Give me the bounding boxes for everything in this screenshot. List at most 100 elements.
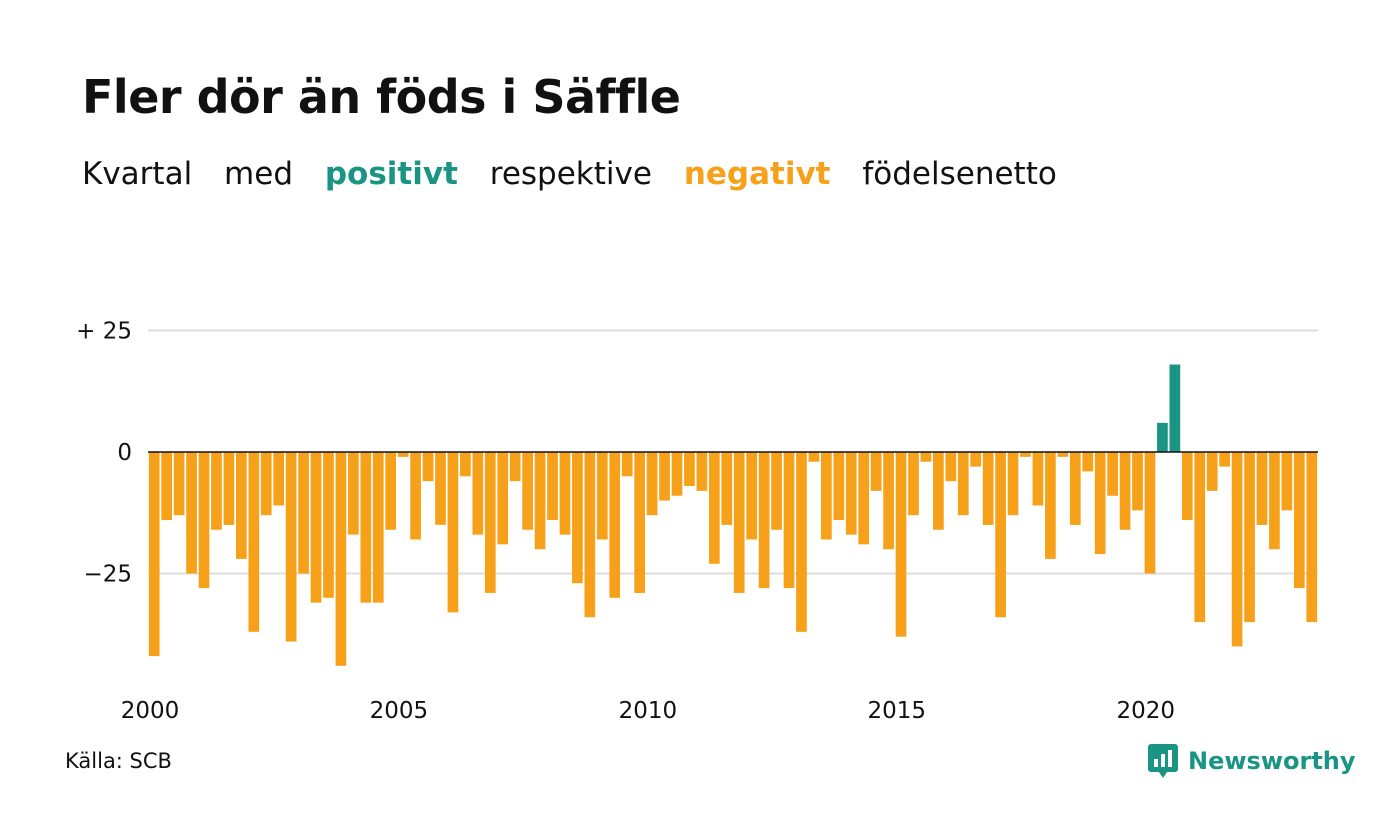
- bar: [957, 452, 969, 516]
- bar: [447, 452, 459, 613]
- x-tick-label: 2005: [370, 698, 429, 724]
- bar: [995, 452, 1006, 618]
- bar: [385, 452, 397, 530]
- bar: [1269, 452, 1280, 550]
- bar: [783, 452, 795, 589]
- bar: [646, 452, 658, 516]
- bar: [1293, 452, 1305, 589]
- subtitle-word: Kvartal: [82, 156, 193, 192]
- bar: [970, 452, 982, 467]
- bar: [895, 452, 907, 637]
- bar: [497, 452, 509, 545]
- bar: [522, 452, 533, 530]
- chart-title: Fler dör än föds i Säffle: [82, 70, 681, 124]
- bar: [833, 452, 845, 521]
- bar: [1194, 452, 1206, 623]
- subtitle-word: med: [224, 156, 293, 192]
- bar: [323, 452, 334, 598]
- bar: [746, 452, 758, 540]
- bar: [945, 452, 957, 482]
- bar: [771, 452, 782, 530]
- bar: [883, 452, 894, 550]
- x-tick-label: 2010: [619, 698, 678, 724]
- bar: [572, 452, 583, 584]
- bar: [621, 452, 633, 477]
- bar: [845, 452, 857, 535]
- bar: [908, 452, 919, 516]
- bar: [1256, 452, 1268, 525]
- bar: [1020, 452, 1031, 457]
- bar: [796, 452, 807, 632]
- x-tick-label: 2020: [1116, 698, 1175, 724]
- bar: [1231, 452, 1243, 647]
- bar: [684, 452, 695, 487]
- bar: [173, 452, 185, 516]
- bar: [671, 452, 683, 496]
- bar: [1281, 452, 1293, 511]
- bar: [596, 452, 608, 540]
- bar: [821, 452, 832, 540]
- negative-legend-word: negativt: [683, 156, 831, 192]
- bar: [1132, 452, 1143, 511]
- source-note: Källa: SCB: [65, 749, 172, 773]
- bar: [161, 452, 173, 521]
- bar: [310, 452, 322, 603]
- bar: [285, 452, 297, 642]
- bar: [1032, 452, 1044, 506]
- positive-legend-word: positivt: [324, 156, 458, 192]
- bar: [348, 452, 359, 535]
- y-tick-label: −25: [83, 562, 132, 588]
- x-tick-label: 2000: [121, 698, 180, 724]
- bar: [335, 452, 347, 666]
- bar: [1144, 452, 1156, 574]
- bar: [733, 452, 745, 593]
- bar: [472, 452, 484, 535]
- bar: [372, 452, 384, 603]
- bar: [273, 452, 285, 506]
- y-tick-label: + 25: [76, 319, 132, 345]
- bar: [1244, 452, 1255, 623]
- bar: [1219, 452, 1230, 467]
- bar: [1007, 452, 1019, 516]
- bar: [248, 452, 260, 632]
- bar: [1181, 452, 1193, 521]
- bar: [1082, 452, 1094, 472]
- bar: [808, 452, 820, 462]
- bar: [1157, 422, 1168, 452]
- bar: [509, 452, 521, 482]
- bar: [609, 452, 621, 598]
- bar: [484, 452, 496, 593]
- bar: [708, 452, 720, 564]
- bar: [634, 452, 645, 593]
- bar: [584, 452, 596, 618]
- chart-subtitle: Kvartal med positivt respektive negativt…: [82, 156, 1079, 192]
- bar: [397, 452, 409, 457]
- subtitle-word: respektive: [489, 156, 652, 192]
- bar: [870, 452, 882, 491]
- bar: [1057, 452, 1069, 457]
- x-tick-label: 2015: [868, 698, 927, 724]
- bar: [659, 452, 670, 501]
- bar: [211, 452, 222, 530]
- bars-layer: [148, 364, 1318, 666]
- bar: [236, 452, 247, 559]
- bar: [534, 452, 546, 550]
- bar: [758, 452, 770, 589]
- bar: [933, 452, 944, 530]
- bar: [721, 452, 733, 525]
- bar: [360, 452, 372, 603]
- bar: [696, 452, 708, 491]
- bar: [298, 452, 309, 574]
- bar: [460, 452, 471, 477]
- bar: [982, 452, 994, 525]
- bar: [547, 452, 558, 521]
- bar: [422, 452, 434, 482]
- bar: [148, 452, 160, 657]
- subtitle-word: födelsenetto: [862, 156, 1057, 192]
- bar: [260, 452, 272, 516]
- axis-layer: + 25 0 −25 2000 2005 2010 2015 2020: [76, 319, 1318, 724]
- bar: [1306, 452, 1318, 623]
- bar: [1094, 452, 1106, 555]
- bar: [1069, 452, 1081, 525]
